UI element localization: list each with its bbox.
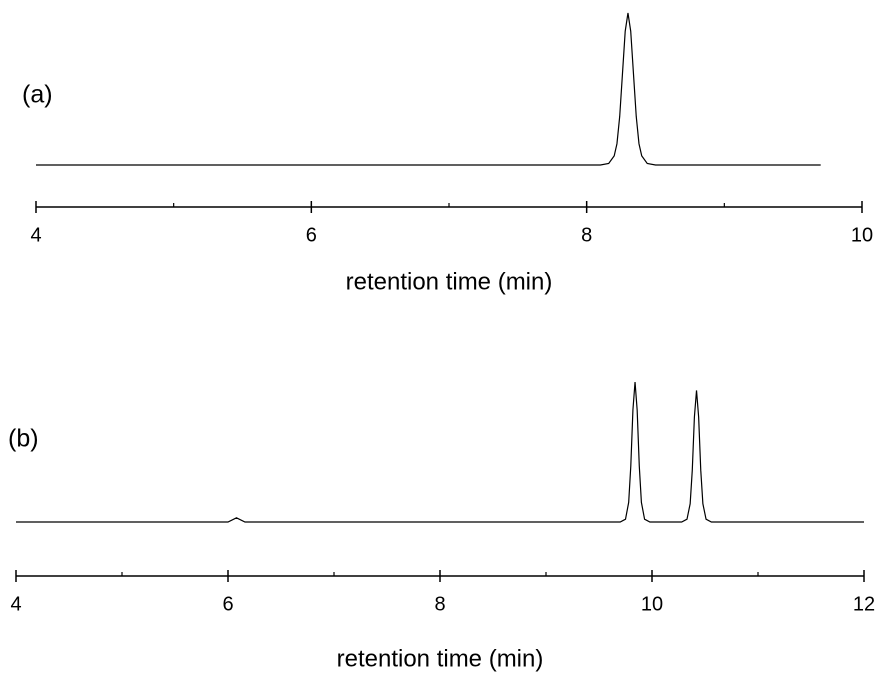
x-axis-title: retention time (min) xyxy=(346,268,553,295)
x-tick-label: 10 xyxy=(641,593,663,615)
x-tick-label: 8 xyxy=(581,224,592,246)
x-tick-label: 12 xyxy=(853,593,875,615)
chromatogram-line xyxy=(36,12,821,166)
x-tick-label: 6 xyxy=(306,224,317,246)
x-tick-label: 10 xyxy=(851,224,873,246)
x-tick-label: 4 xyxy=(10,593,21,615)
chromatogram-line xyxy=(16,381,864,523)
x-tick-label: 4 xyxy=(30,224,41,246)
x-tick-label: 8 xyxy=(434,593,445,615)
panel-label: (b) xyxy=(8,425,39,453)
x-tick-label: 6 xyxy=(222,593,233,615)
panel-label: (a) xyxy=(22,81,53,109)
x-axis-title: retention time (min) xyxy=(337,645,544,672)
